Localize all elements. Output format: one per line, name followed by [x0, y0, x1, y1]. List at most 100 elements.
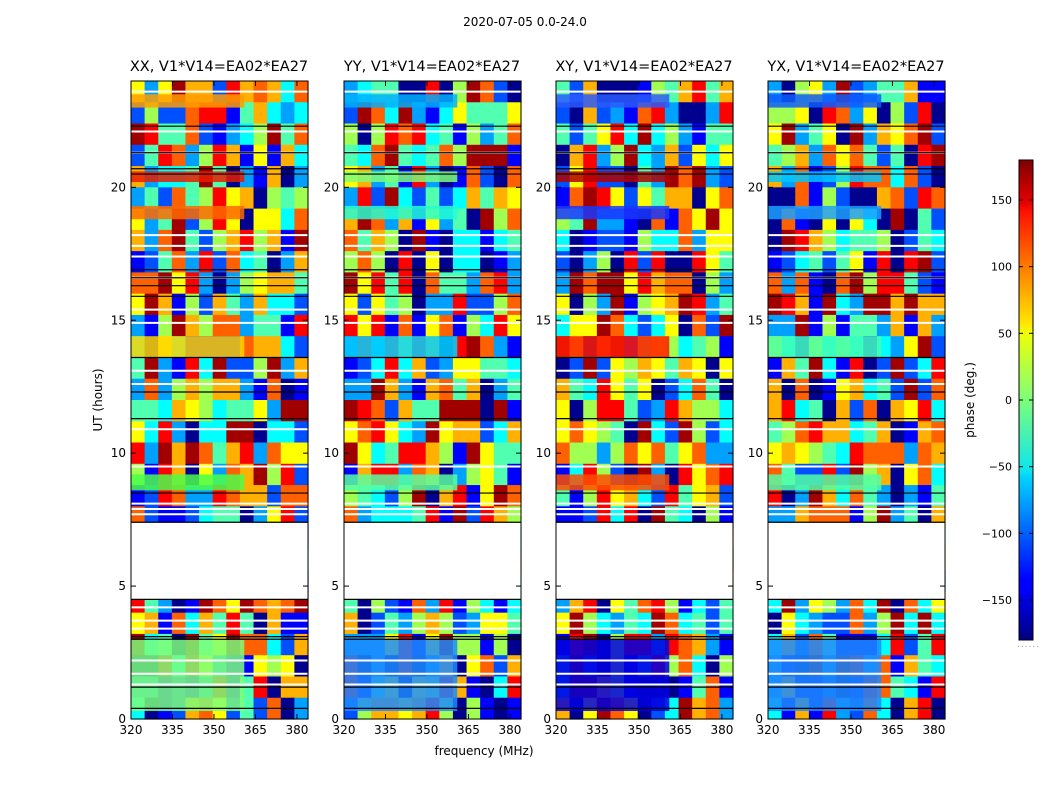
heatmap-cell	[226, 612, 241, 635]
y-tick-label: 15	[536, 313, 551, 327]
heatmap-cell	[253, 102, 268, 125]
heatmap-cell	[371, 485, 386, 507]
heatmap-cell	[294, 400, 309, 422]
heatmap-cell	[781, 378, 796, 401]
heatmap-cell	[931, 293, 946, 316]
heatmap-cell	[624, 357, 639, 380]
heatmap-cell	[863, 442, 878, 465]
heatmap-cell	[357, 442, 372, 465]
heatmap-cell	[596, 144, 612, 167]
heatmap-cell	[931, 421, 946, 444]
heatmap-cell	[398, 187, 413, 210]
heatmap-cell	[226, 187, 241, 210]
x-tick-label: 335	[374, 723, 397, 737]
calibrator-band	[131, 336, 245, 358]
heatmap-cell	[239, 357, 255, 380]
heatmap-cell	[836, 272, 851, 295]
heatmap-cell	[651, 421, 666, 444]
heatmap-cell	[692, 314, 707, 337]
heatmap-cell	[507, 400, 522, 422]
heatmap-cell	[822, 314, 837, 337]
heatmap-cell	[452, 378, 468, 401]
heatmap-cell	[185, 144, 200, 167]
heatmap-cell	[480, 123, 495, 146]
heatmap-cell	[705, 272, 720, 295]
heatmap-cell	[371, 187, 386, 210]
heatmap-cell	[357, 293, 372, 316]
heatmap-cell	[849, 272, 864, 295]
heatmap-cell	[719, 208, 734, 231]
heatmap-cell	[199, 314, 214, 337]
heatmap-cell	[144, 400, 159, 422]
heatmap-cell	[267, 272, 282, 295]
heatmap-cell	[452, 400, 468, 422]
heatmap-cell	[904, 633, 919, 656]
heatmap-cell	[158, 378, 173, 401]
heatmap-cell	[651, 314, 666, 337]
heatmap-cell	[171, 293, 187, 316]
heatmap-cell	[131, 187, 146, 210]
heatmap-cell	[439, 442, 454, 465]
heatmap-cell	[144, 378, 159, 401]
heatmap-cell	[384, 485, 400, 507]
heatmap-cell	[692, 123, 707, 146]
heatmap-cell	[493, 633, 508, 656]
panel-title-yx: YX, V1*V14=EA02*EA27	[767, 59, 945, 75]
heatmap-cell	[664, 442, 680, 465]
heatmap-cell	[357, 485, 372, 507]
heatmap-cell	[569, 187, 584, 210]
heatmap-cell	[507, 463, 522, 486]
heatmap-cell	[836, 187, 851, 210]
heatmap-cell	[493, 357, 508, 380]
heatmap-cell	[637, 314, 652, 337]
x-tick-label: 380	[498, 723, 521, 737]
heatmap-cell	[239, 314, 255, 337]
heatmap-cell	[822, 187, 837, 210]
heatmap-cell	[267, 442, 282, 465]
calibrator-band	[556, 94, 670, 108]
heatmap-cell	[917, 421, 932, 444]
y-tick-label: 0	[331, 712, 339, 726]
heatmap-cell	[480, 144, 495, 167]
heatmap-cell	[637, 400, 652, 422]
heatmap-cell	[212, 229, 227, 252]
heatmap-cell	[199, 102, 214, 125]
y-tick-label: 5	[543, 579, 551, 593]
heatmap-cell	[795, 102, 810, 125]
heatmap-cell	[610, 144, 625, 167]
heatmap-cell	[253, 293, 268, 316]
heatmap-cell	[890, 102, 905, 125]
x-tick-label: 365	[457, 723, 480, 737]
heatmap-cell	[425, 293, 440, 316]
heatmap-cell	[904, 229, 919, 252]
heatmap-cell	[371, 421, 386, 444]
heatmap-cell	[678, 463, 693, 486]
heatmap-cell	[917, 463, 932, 486]
heatmap-cell	[705, 633, 720, 656]
heatmap-cell	[719, 612, 734, 635]
heatmap-cell	[863, 187, 878, 210]
heatmap-cell	[466, 144, 481, 167]
heatmap-cell	[904, 485, 919, 507]
heatmap-cell	[493, 612, 508, 635]
heatmap-cell	[412, 485, 427, 507]
heatmap-cell	[226, 421, 241, 444]
heatmap-cell	[556, 442, 571, 465]
heatmap-cell	[651, 442, 666, 465]
heatmap-cell	[144, 144, 159, 167]
heatmap-cell	[692, 229, 707, 252]
heatmap-cell	[768, 144, 783, 167]
heatmap-cell	[384, 442, 400, 465]
heatmap-cell	[253, 229, 268, 252]
heatmap-cell	[931, 378, 946, 401]
heatmap-cell	[466, 357, 481, 380]
heatmap-cell	[357, 378, 372, 401]
heatmap-cell	[425, 187, 440, 210]
heatmap-cell	[705, 612, 720, 635]
heatmap-cell	[253, 463, 268, 486]
heatmap-cell	[344, 442, 359, 465]
heatmap-cell	[836, 123, 851, 146]
heatmap-cell	[651, 612, 666, 635]
panel-frame-0	[130, 80, 309, 720]
heatmap-cell	[384, 357, 400, 380]
